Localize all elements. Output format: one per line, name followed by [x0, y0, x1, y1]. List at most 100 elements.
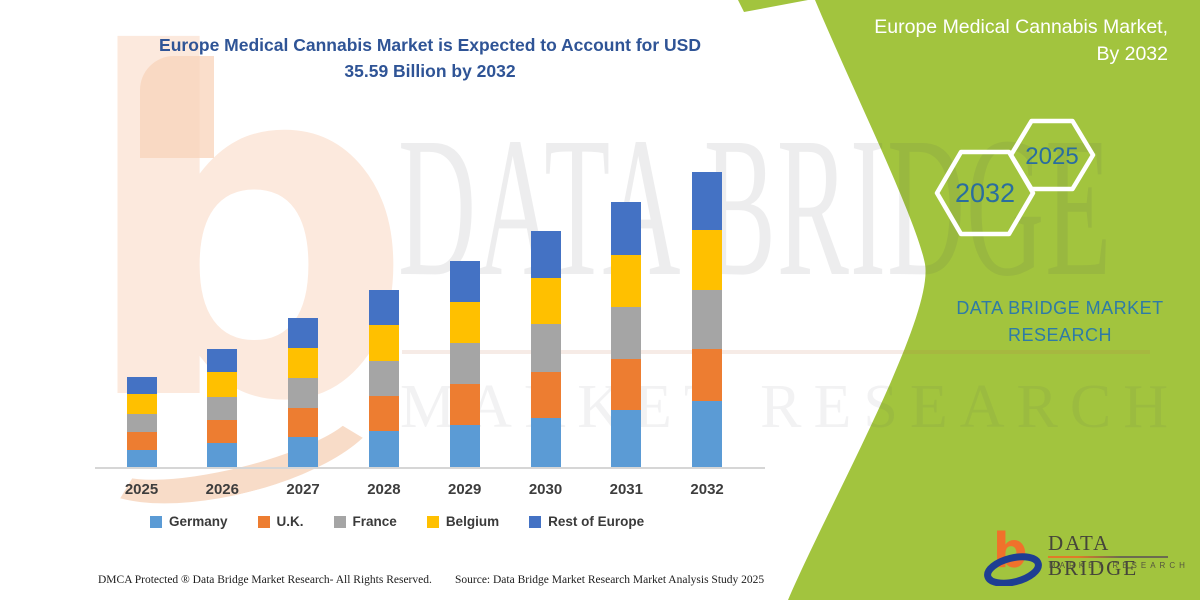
x-axis-line — [95, 467, 765, 469]
x-tick-label-2030: 2030 — [528, 481, 563, 498]
legend-label: Germany — [169, 514, 228, 529]
bar-segment-u-k--2025 — [126, 432, 157, 451]
chart-title-line2: 35.59 Billion by 2032 — [344, 61, 516, 81]
legend-label: France — [352, 514, 397, 529]
copyright-text: DMCA Protected ® Data Bridge Market Rese… — [98, 574, 432, 586]
legend-item-france: France — [333, 514, 397, 529]
stacked-bar-2030 — [530, 231, 561, 467]
bar-segment-germany-2030 — [530, 418, 561, 467]
x-tick-label-2026: 2026 — [205, 481, 239, 498]
bar-segment-germany-2025 — [126, 450, 157, 467]
bar-segment-france-2032 — [692, 290, 723, 350]
logo-b-glyph: b — [993, 526, 1027, 579]
x-tick-label-2029: 2029 — [448, 481, 482, 498]
green-wedge-shape — [738, 0, 808, 12]
bar-segment-france-2028 — [368, 360, 399, 396]
bar-segment-germany-2029 — [449, 424, 480, 467]
stacked-bar-2031 — [611, 202, 642, 467]
x-tick-label-2027: 2027 — [286, 481, 320, 498]
bar-segment-germany-2032 — [692, 401, 723, 467]
bar-segment-rest-of-europe-2028 — [368, 290, 399, 326]
bar-segment-belgium-2029 — [449, 301, 480, 343]
bar-segment-u-k--2029 — [449, 384, 480, 425]
legend-swatch-icon — [150, 515, 162, 528]
legend-swatch-icon — [529, 515, 542, 528]
bar-segment-belgium-2027 — [288, 348, 319, 379]
logo-subtitle: MARKET RESEARCH — [1049, 561, 1189, 570]
bar-segment-rest-of-europe-2030 — [530, 231, 561, 278]
stacked-bar-2028 — [368, 290, 399, 467]
panel-title-line1: Europe Medical Cannabis Market, — [874, 16, 1168, 38]
logo-rule — [1048, 556, 1168, 558]
x-tick-label-2032: 2032 — [690, 481, 724, 498]
panel-title: Europe Medical Cannabis Market, By 2032 — [828, 14, 1168, 68]
bar-segment-belgium-2030 — [530, 277, 561, 325]
stacked-bar-2029 — [449, 261, 480, 467]
legend-item-rest-of-europe: Rest of Europe — [529, 514, 644, 529]
stacked-bar-2032 — [692, 171, 723, 467]
chart-title: Europe Medical Cannabis Market is Expect… — [95, 32, 765, 84]
legend-label: Belgium — [445, 514, 500, 529]
bar-segment-rest-of-europe-2026 — [207, 349, 238, 373]
legend-item-germany: Germany — [150, 514, 228, 529]
legend-label: U.K. — [276, 514, 304, 529]
hexagon-2032-label: 2032 — [955, 178, 1015, 208]
legend-swatch-icon — [333, 515, 346, 528]
legend-item-u-k-: U.K. — [257, 514, 304, 529]
logo-swoosh — [984, 553, 1042, 586]
bar-segment-u-k--2026 — [207, 419, 238, 443]
bar-segment-france-2031 — [611, 306, 642, 360]
brand-text-line2: RESEARCH — [1007, 325, 1113, 345]
legend-swatch-icon — [426, 515, 439, 528]
bar-segment-belgium-2028 — [368, 325, 399, 361]
stacked-bar-2027 — [288, 318, 319, 467]
bar-segment-belgium-2025 — [126, 393, 157, 414]
bar-segment-u-k--2030 — [530, 371, 561, 418]
bar-segment-france-2030 — [530, 324, 561, 372]
bar-segment-rest-of-europe-2027 — [288, 318, 319, 349]
hexagon-2032 — [934, 149, 1036, 237]
brand-text: DATA BRIDGE MARKET RESEARCH — [940, 295, 1180, 349]
watermark-rule — [402, 350, 1150, 354]
bar-segment-germany-2028 — [368, 431, 399, 467]
bar-segment-france-2025 — [126, 413, 157, 433]
x-tick-label-2028: 2028 — [367, 481, 401, 498]
logo-name: DATA BRIDGE — [1048, 531, 1139, 580]
hexagon-2025 — [1008, 118, 1096, 192]
watermark-text-line2: MARKET RESEARCH — [400, 373, 1180, 441]
bar-segment-belgium-2032 — [692, 230, 723, 291]
bar-segment-u-k--2028 — [368, 395, 399, 432]
bar-segment-u-k--2032 — [692, 349, 723, 402]
chart-legend: Germany U.K. France Belgium Rest of Europe — [150, 514, 644, 529]
bar-segment-belgium-2026 — [207, 372, 238, 397]
bar-segment-france-2029 — [449, 342, 480, 385]
legend-label: Rest of Europe — [548, 514, 645, 529]
bar-segment-france-2026 — [207, 396, 238, 420]
source-text: Source: Data Bridge Market Research Mark… — [455, 574, 765, 586]
bar-segment-u-k--2027 — [288, 408, 319, 438]
data-bridge-logo-icon: b — [984, 526, 1042, 586]
green-panel-shape — [788, 0, 1200, 600]
bar-segment-germany-2031 — [611, 409, 642, 467]
x-tick-label-2031: 2031 — [609, 481, 643, 498]
bar-segment-u-k--2031 — [611, 359, 642, 410]
legend-swatch-icon — [257, 515, 270, 528]
bar-segment-rest-of-europe-2031 — [611, 202, 642, 255]
bar-segment-germany-2027 — [288, 437, 319, 467]
watermark-b-hook-shape — [140, 56, 214, 158]
hexagon-2025-label: 2025 — [1025, 143, 1078, 170]
bar-segment-france-2027 — [288, 378, 319, 409]
x-tick-label-2025: 2025 — [124, 481, 159, 498]
hexagon-badges: 2032 2025 — [934, 118, 1096, 237]
bar-segment-belgium-2031 — [611, 254, 642, 307]
watermark-text-line1: DATA BRIDGE — [398, 97, 1113, 318]
bar-segment-rest-of-europe-2025 — [126, 376, 157, 394]
stacked-bar-2026 — [207, 349, 238, 467]
bar-segment-rest-of-europe-2029 — [449, 261, 480, 302]
brand-text-line1: DATA BRIDGE MARKET — [956, 298, 1164, 318]
bar-segment-germany-2026 — [207, 442, 238, 467]
bar-segment-rest-of-europe-2032 — [692, 171, 723, 231]
chart-title-line1: Europe Medical Cannabis Market is Expect… — [159, 35, 701, 55]
